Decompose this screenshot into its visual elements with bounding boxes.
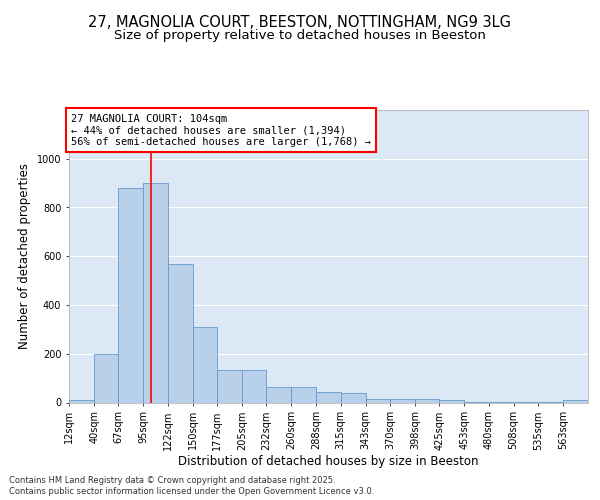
Bar [439,400,464,402]
Bar [563,400,588,402]
Bar [316,392,341,402]
Bar [167,264,193,402]
Text: Contains public sector information licensed under the Open Government Licence v3: Contains public sector information licen… [9,486,374,496]
Bar [242,370,266,402]
Bar [143,183,167,402]
Text: 27 MAGNOLIA COURT: 104sqm
← 44% of detached houses are smaller (1,394)
56% of se: 27 MAGNOLIA COURT: 104sqm ← 44% of detac… [71,114,371,147]
Bar [415,399,439,402]
Text: Contains HM Land Registry data © Crown copyright and database right 2025.: Contains HM Land Registry data © Crown c… [9,476,335,485]
Text: Size of property relative to detached houses in Beeston: Size of property relative to detached ho… [114,28,486,42]
Bar [292,386,316,402]
Bar [365,399,390,402]
Bar [118,188,143,402]
Bar [266,386,292,402]
Text: 27, MAGNOLIA COURT, BEESTON, NOTTINGHAM, NG9 3LG: 27, MAGNOLIA COURT, BEESTON, NOTTINGHAM,… [89,15,511,30]
Bar [193,327,217,402]
Bar [341,393,365,402]
Bar [69,400,94,402]
Bar [94,354,118,403]
Bar [217,370,242,402]
X-axis label: Distribution of detached houses by size in Beeston: Distribution of detached houses by size … [178,455,479,468]
Y-axis label: Number of detached properties: Number of detached properties [19,163,31,349]
Bar [390,399,415,402]
